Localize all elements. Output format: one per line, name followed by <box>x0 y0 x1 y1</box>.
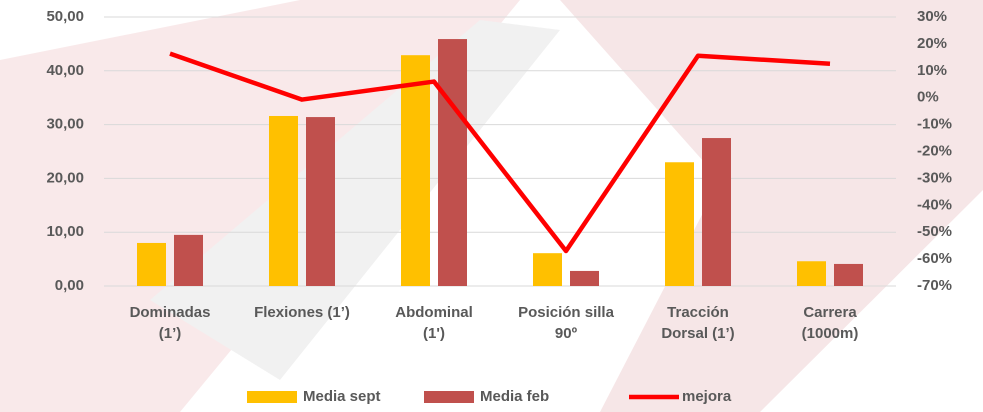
y2-tick-label: -70% <box>917 277 952 294</box>
legend-label: Media feb <box>480 388 549 405</box>
y2-tick-label: 10% <box>917 62 947 79</box>
y2-tick-label: 20% <box>917 35 947 52</box>
y-tick-label: 0,00 <box>55 277 84 294</box>
bar <box>438 39 467 286</box>
x-tick-label: Flexiones (1’) <box>254 304 350 321</box>
bar <box>401 55 430 287</box>
y2-tick-label: 30% <box>917 8 947 25</box>
y-tick-label: 20,00 <box>46 169 84 186</box>
y2-tick-label: -30% <box>917 169 952 186</box>
bar <box>834 263 863 286</box>
y-tick-label: 30,00 <box>46 116 84 133</box>
bar <box>269 115 298 286</box>
bar <box>306 117 335 287</box>
line <box>169 51 831 254</box>
y2-tick-label: 0% <box>917 89 939 106</box>
y2-tick-label: -50% <box>917 223 952 240</box>
legend-label: mejora <box>682 388 732 405</box>
x-tick-label: Tracción Dorsal (1’) <box>661 304 735 342</box>
bar <box>174 234 203 286</box>
y2-tick-label: -10% <box>917 116 952 133</box>
bar <box>137 242 166 286</box>
bar <box>570 270 599 286</box>
legend-swatch <box>424 391 474 403</box>
bar <box>702 138 731 286</box>
x-tick-label: Carrera (1000m) <box>801 304 859 342</box>
y-tick-label: 40,00 <box>46 62 84 79</box>
x-tick-label: Posición silla 90º <box>518 304 614 342</box>
y2-tick-label: -20% <box>917 142 952 159</box>
y-tick-label: 50,00 <box>46 8 84 25</box>
y2-tick-label: -40% <box>917 196 952 213</box>
bar <box>665 162 694 286</box>
legend-swatch <box>247 391 297 403</box>
bar <box>533 253 562 286</box>
legend-label: Media sept <box>303 388 381 405</box>
y2-tick-label: -60% <box>917 250 952 267</box>
x-tick-label: Dominadas (1’) <box>129 304 211 342</box>
x-tick-label: Abdominal (1') <box>395 304 473 342</box>
bar <box>797 261 826 286</box>
y-tick-label: 10,00 <box>46 223 84 240</box>
